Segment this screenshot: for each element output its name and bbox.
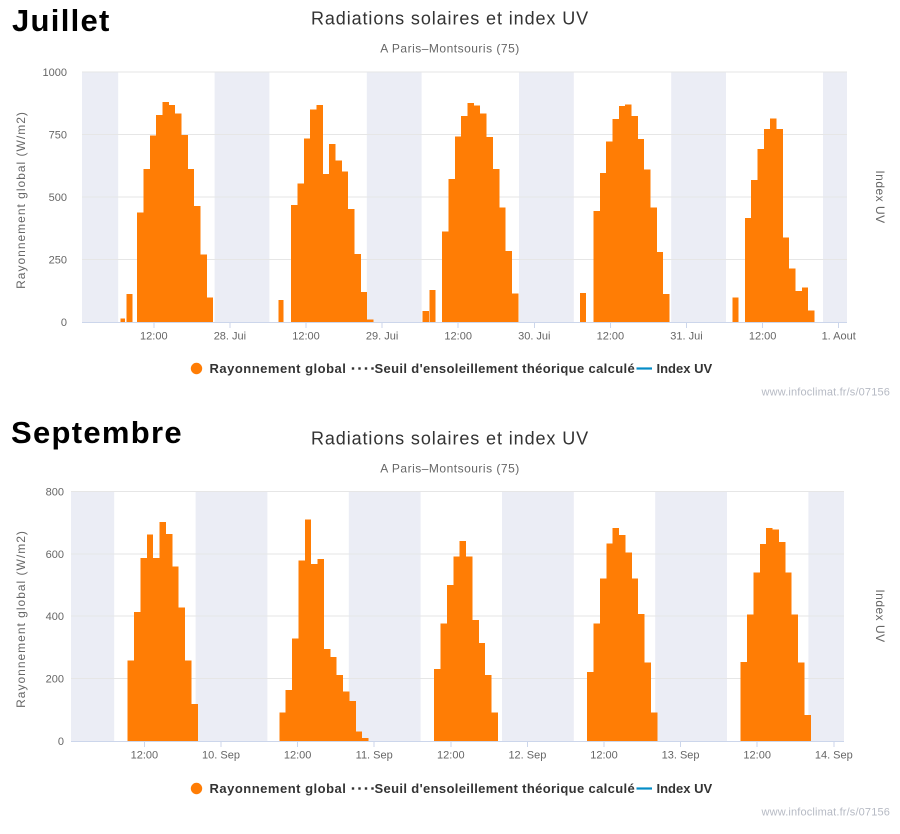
svg-text:Index UV: Index UV [657,361,713,376]
svg-text:Rayonnement global (W/m2): Rayonnement global (W/m2) [14,530,28,708]
svg-text:Index UV: Index UV [873,170,887,223]
svg-text:11. Sep: 11. Sep [356,750,393,762]
svg-text:1000: 1000 [43,67,67,79]
svg-text:Septembre: Septembre [11,415,183,450]
svg-text:Radiations solaires et index U: Radiations solaires et index UV [311,9,589,29]
svg-text:12:00: 12:00 [597,331,625,343]
svg-text:12:00: 12:00 [284,750,312,762]
svg-text:Rayonnement global (W/m2): Rayonnement global (W/m2) [14,111,28,289]
svg-text:12:00: 12:00 [131,750,159,762]
svg-text:30. Jui: 30. Jui [518,331,550,343]
svg-text:250: 250 [49,255,67,267]
svg-text:750: 750 [49,130,67,142]
svg-text:A Paris–Montsouris (75): A Paris–Montsouris (75) [380,42,520,56]
svg-text:500: 500 [49,192,67,204]
svg-text:12:00: 12:00 [743,750,771,762]
svg-text:www.infoclimat.fr/s/07156: www.infoclimat.fr/s/07156 [761,807,890,819]
svg-text:12:00: 12:00 [444,331,472,343]
svg-text:Index UV: Index UV [873,589,887,642]
svg-text:A Paris–Montsouris (75): A Paris–Montsouris (75) [380,462,520,476]
svg-text:Index UV: Index UV [657,781,713,796]
svg-text:0: 0 [58,736,64,748]
svg-text:www.infoclimat.fr/s/07156: www.infoclimat.fr/s/07156 [761,387,890,399]
svg-text:14. Sep: 14. Sep [815,750,853,762]
svg-text:13. Sep: 13. Sep [662,750,700,762]
svg-text:1. Aout: 1. Aout [822,331,856,343]
svg-text:10. Sep: 10. Sep [202,750,240,762]
svg-text:400: 400 [46,611,64,623]
svg-text:0: 0 [61,317,67,329]
svg-text:Rayonnement global: Rayonnement global [210,361,347,376]
svg-text:800: 800 [46,487,64,499]
svg-text:31. Jui: 31. Jui [670,331,702,343]
svg-text:200: 200 [46,674,64,686]
svg-text:Seuil d'ensoleillement théoriq: Seuil d'ensoleillement théorique calculé [375,361,636,376]
svg-text:Juillet: Juillet [12,3,111,38]
svg-text:Seuil d'ensoleillement théoriq: Seuil d'ensoleillement théorique calculé [375,781,636,796]
svg-text:12:00: 12:00 [292,331,320,343]
svg-text:Rayonnement global: Rayonnement global [210,781,347,796]
svg-text:29. Jui: 29. Jui [366,331,398,343]
svg-text:12:00: 12:00 [590,750,618,762]
svg-text:28. Jui: 28. Jui [214,331,246,343]
svg-text:12. Sep: 12. Sep [508,750,546,762]
svg-text:12:00: 12:00 [140,331,168,343]
svg-text:12:00: 12:00 [437,750,465,762]
svg-text:12:00: 12:00 [749,331,777,343]
svg-text:Radiations solaires et index U: Radiations solaires et index UV [311,429,589,449]
svg-text:600: 600 [46,549,64,561]
